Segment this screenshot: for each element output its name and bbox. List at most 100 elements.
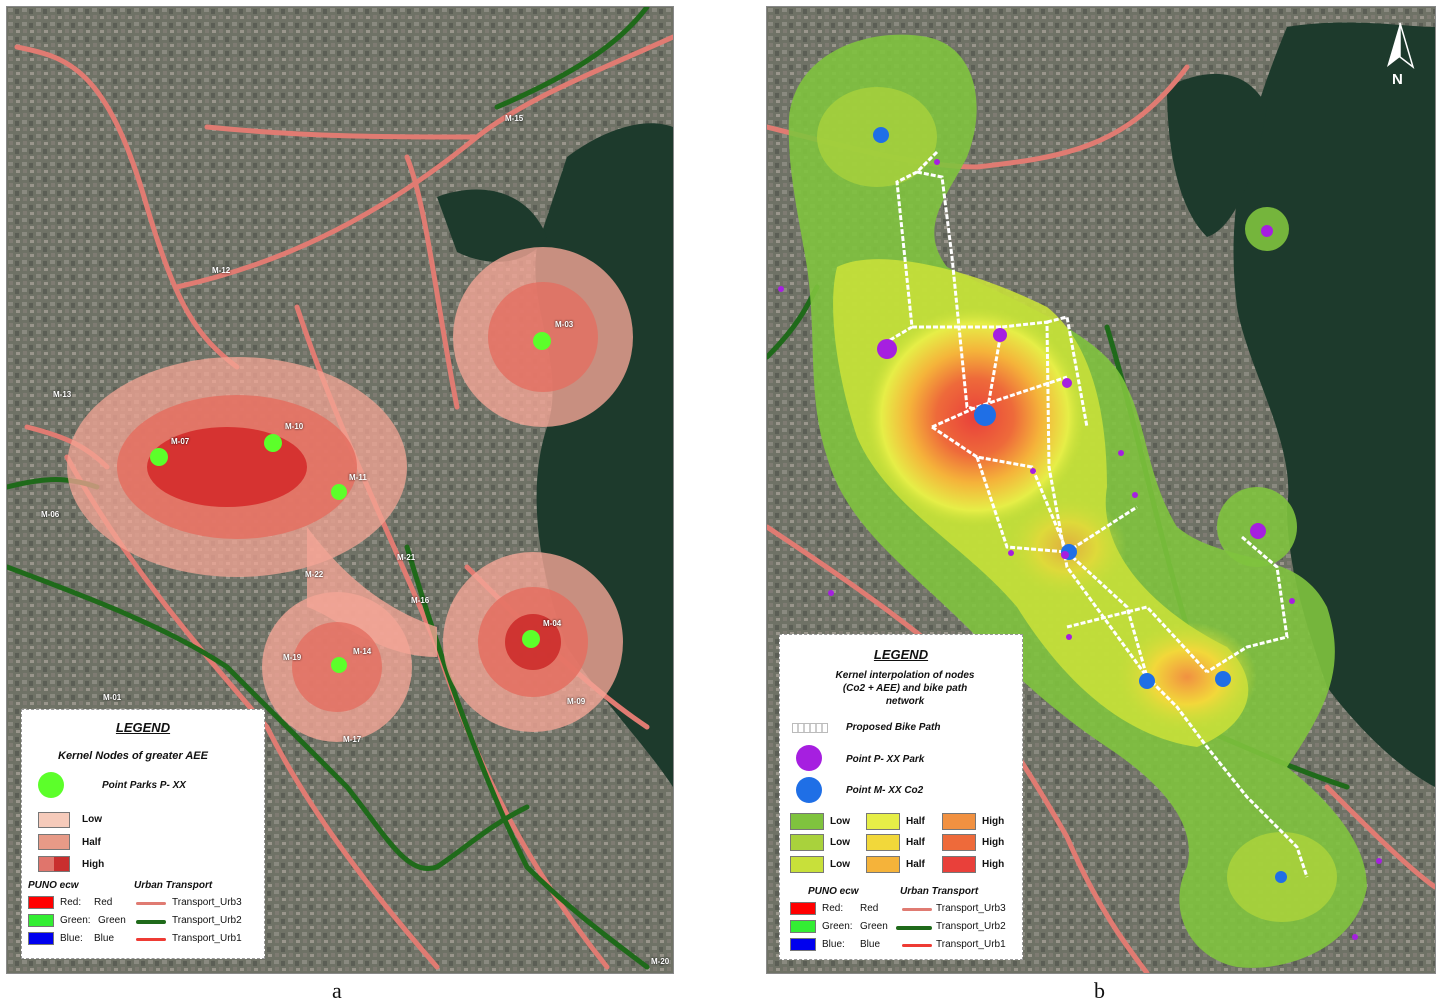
caption-a: a	[332, 978, 342, 1003]
high-label-2: High	[982, 837, 1005, 848]
raster-title: PUNO ecw	[28, 880, 79, 891]
blue-band-value: Blue	[94, 933, 115, 944]
urb3-line	[136, 902, 166, 905]
high-swatch-1	[942, 813, 976, 830]
red-band-swatch	[790, 902, 816, 915]
node-label: M-10	[285, 422, 304, 431]
urb1-line	[136, 938, 166, 941]
lake-titicaca	[1233, 22, 1435, 788]
half-label-1: Half	[906, 816, 925, 827]
legend-a: LEGEND Kernel Nodes of greater AEE Point…	[21, 709, 265, 959]
urb1-label: Transport_Urb1	[936, 939, 1006, 950]
road-label: M-16	[411, 596, 430, 605]
level-low-swatch	[38, 812, 70, 828]
urb1-line	[902, 944, 932, 947]
high-swatch-3	[942, 856, 976, 873]
node-label: M-04	[543, 619, 562, 628]
bike-path	[884, 150, 1309, 878]
north-label: N	[1392, 71, 1403, 88]
red-band-value: Red	[94, 897, 113, 908]
map-panel-b: N LEGEND Kernel interpolation of nodes (…	[766, 6, 1436, 974]
node-label: M-14	[353, 647, 372, 656]
park-point-label: Point P- XX Park	[846, 754, 925, 765]
level-half-label: Half	[82, 837, 101, 848]
half-label-2: Half	[906, 837, 925, 848]
park-point-symbol	[796, 745, 822, 771]
bike-path-label: Proposed Bike Path	[846, 722, 941, 733]
co2-points	[873, 127, 1287, 883]
blue-band-name: Blue:	[822, 939, 845, 950]
park-points	[778, 159, 1382, 940]
level-half-swatch	[38, 834, 70, 850]
kernel-map-b	[767, 7, 1435, 973]
node-label: M-11	[349, 473, 367, 482]
bay	[437, 189, 547, 262]
low-swatch-3	[790, 856, 824, 873]
high-label-1: High	[982, 816, 1005, 827]
road-label: M-01	[103, 693, 122, 702]
transport-title: Urban Transport	[134, 880, 213, 891]
north-arrow: N	[1383, 21, 1417, 91]
high-label-3: High	[982, 859, 1005, 870]
map-panel-a: M-07 M-10 M-11 M-03 M-14 M-04 M-19 M-15 …	[6, 6, 674, 974]
transport-title: Urban Transport	[900, 886, 979, 897]
legend-subtitle: Kernel Nodes of greater AEE	[58, 750, 208, 762]
green-band-value: Green	[98, 915, 126, 926]
low-label-3: Low	[830, 859, 850, 870]
road-label: M-15	[505, 114, 524, 123]
legend-b: LEGEND Kernel interpolation of nodes (Co…	[779, 634, 1023, 960]
blue-band-name: Blue:	[60, 933, 83, 944]
park-point-label: Point Parks P- XX	[102, 780, 186, 791]
node-label: M-07	[171, 437, 190, 446]
high-swatch-2	[942, 834, 976, 851]
co2-point-symbol	[796, 777, 822, 803]
green-band-value: Green	[860, 921, 888, 932]
caption-b: b	[1094, 978, 1105, 1003]
low-label-2: Low	[830, 837, 850, 848]
road-label: M-12	[212, 266, 231, 275]
north-arrow-icon	[1387, 22, 1415, 70]
legend-title: LEGEND	[115, 720, 171, 735]
node-label: M-03	[555, 320, 574, 329]
red-band-value: Red	[860, 903, 879, 914]
urb2-label: Transport_Urb2	[936, 921, 1006, 932]
urb2-line	[896, 926, 932, 930]
urb3-line	[902, 908, 932, 911]
red-band-name: Red:	[60, 897, 82, 908]
road-label: M-20	[651, 957, 670, 966]
level-high-label: High	[82, 859, 105, 870]
urb2-label: Transport_Urb2	[172, 915, 242, 926]
green-band-name: Green:	[60, 915, 91, 926]
urb3-label: Transport_Urb3	[936, 903, 1006, 914]
bike-path-symbol	[792, 723, 828, 733]
half-swatch-3	[866, 856, 900, 873]
green-band-swatch	[28, 914, 54, 927]
red-band-name: Red:	[822, 903, 844, 914]
co2-point-label: Point M- XX Co2	[846, 785, 924, 796]
park-nodes-a	[150, 332, 551, 673]
raster-title: PUNO ecw	[808, 886, 859, 897]
bay	[1167, 73, 1267, 237]
blue-band-swatch	[790, 938, 816, 951]
half-label-3: Half	[906, 859, 925, 870]
red-band-swatch	[28, 896, 54, 909]
low-swatch-2	[790, 834, 824, 851]
level-low-label: Low	[82, 814, 102, 825]
level-high-swatch	[38, 856, 70, 872]
road-label: M-09	[567, 697, 586, 706]
blue-band-swatch	[28, 932, 54, 945]
road-label: M-06	[41, 510, 60, 519]
road-label: M-13	[53, 390, 72, 399]
park-point-symbol	[38, 772, 64, 798]
urb1-label: Transport_Urb1	[172, 933, 242, 944]
low-swatch-1	[790, 813, 824, 830]
green-band-swatch	[790, 920, 816, 933]
green-band-name: Green:	[822, 921, 853, 932]
blue-band-value: Blue	[860, 939, 881, 950]
road-label: M-17	[343, 735, 362, 744]
urb2-line	[136, 920, 166, 924]
node-label: M-19	[283, 653, 302, 662]
road-label: M-21	[397, 553, 416, 562]
legend-title: LEGEND	[873, 647, 929, 662]
legend-subtitle: Kernel interpolation of nodes (Co2 + AEE…	[835, 670, 975, 707]
